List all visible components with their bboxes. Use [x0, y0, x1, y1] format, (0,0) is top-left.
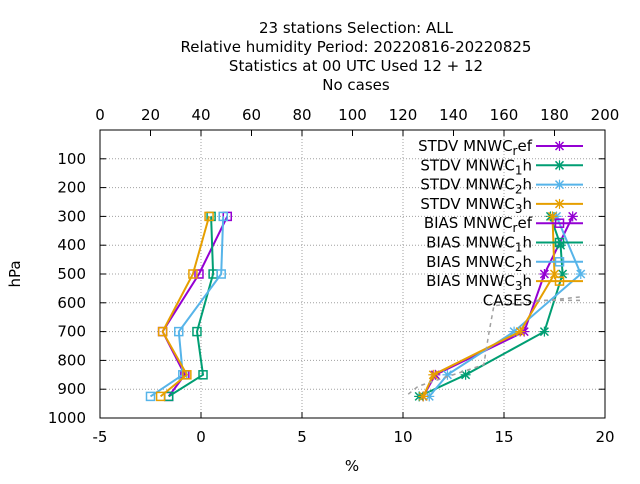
legend-label: BIAS MNWC3h: [426, 272, 532, 293]
series-line-1: [418, 216, 564, 398]
x-tick-label: 15: [494, 428, 513, 446]
series-line-5: [168, 216, 215, 398]
y-axis-label: hPa: [6, 260, 24, 287]
legend-label: STDV MNWC1h: [420, 156, 532, 177]
x2-tick-label: 0: [95, 106, 105, 124]
chart-title-line: Statistics at 00 UTC Used 12 + 12: [229, 57, 483, 75]
x2-tick-label: 60: [242, 106, 261, 124]
data-point-6: [216, 269, 226, 279]
data-point-7: [188, 269, 198, 279]
y-tick-label: 700: [57, 323, 86, 341]
legend-label: STDV MNWC2h: [420, 176, 532, 197]
x2-tick-label: 120: [389, 106, 418, 124]
legend-label: BIAS MNWCref: [424, 214, 533, 235]
legend-label: STDV MNWCref: [418, 137, 533, 158]
y-tick-label: 300: [57, 207, 86, 225]
x-tick-label: 10: [393, 428, 412, 446]
legend-label: BIAS MNWC1h: [426, 234, 532, 255]
x-tick-label: 5: [297, 428, 307, 446]
legend-marker-4: [554, 218, 565, 228]
data-point-4: [194, 269, 204, 279]
y-tick-label: 1000: [48, 409, 86, 427]
x2-tick-label: 40: [191, 106, 210, 124]
x2-tick-label: 160: [490, 106, 519, 124]
chart-title-line: 23 stations Selection: ALL: [259, 19, 454, 37]
data-point-5: [198, 370, 208, 380]
x2-tick-label: 140: [439, 106, 468, 124]
legend-marker-5: [554, 237, 565, 248]
data-point-7: [157, 326, 168, 337]
series-line-4: [161, 215, 229, 397]
y-tick-label: 800: [57, 351, 86, 369]
x-tick-label: 20: [595, 428, 614, 446]
chart-title-line: No cases: [322, 76, 390, 94]
y-tick-label: 200: [57, 179, 86, 197]
legend-label: STDV MNWC3h: [420, 195, 532, 216]
x-axis-label: %: [345, 457, 359, 475]
legend-label: CASES: [483, 291, 532, 309]
x2-tick-label: 200: [591, 106, 620, 124]
data-point-6: [218, 211, 228, 222]
data-point-5: [192, 326, 202, 337]
data-point-6: [145, 391, 156, 402]
chart-title-line: Relative humidity Period: 20220816-20220…: [181, 38, 532, 56]
x2-tick-label: 180: [540, 106, 569, 124]
y-tick-label: 900: [57, 380, 86, 398]
series-line-8: [405, 296, 580, 397]
data-point-7: [182, 370, 192, 380]
y-tick-label: 600: [57, 294, 86, 312]
data-point-7: [204, 211, 214, 222]
x-tick-label: -5: [93, 428, 108, 446]
legend-marker-7: [554, 276, 565, 286]
legend-marker-6: [554, 257, 565, 267]
legend-label: BIAS MNWC2h: [426, 253, 532, 274]
y-tick-label: 500: [57, 265, 86, 283]
x2-tick-label: 100: [338, 106, 367, 124]
x2-tick-label: 20: [141, 106, 160, 124]
y-tick-label: 400: [57, 236, 86, 254]
x-tick-label: 0: [196, 428, 206, 446]
series-line-6: [149, 216, 225, 398]
data-point-7: [155, 391, 166, 402]
series-line-7: [159, 216, 211, 398]
y-tick-label: 100: [57, 150, 86, 168]
x2-tick-label: 80: [292, 106, 311, 124]
data-point-6: [174, 326, 184, 337]
